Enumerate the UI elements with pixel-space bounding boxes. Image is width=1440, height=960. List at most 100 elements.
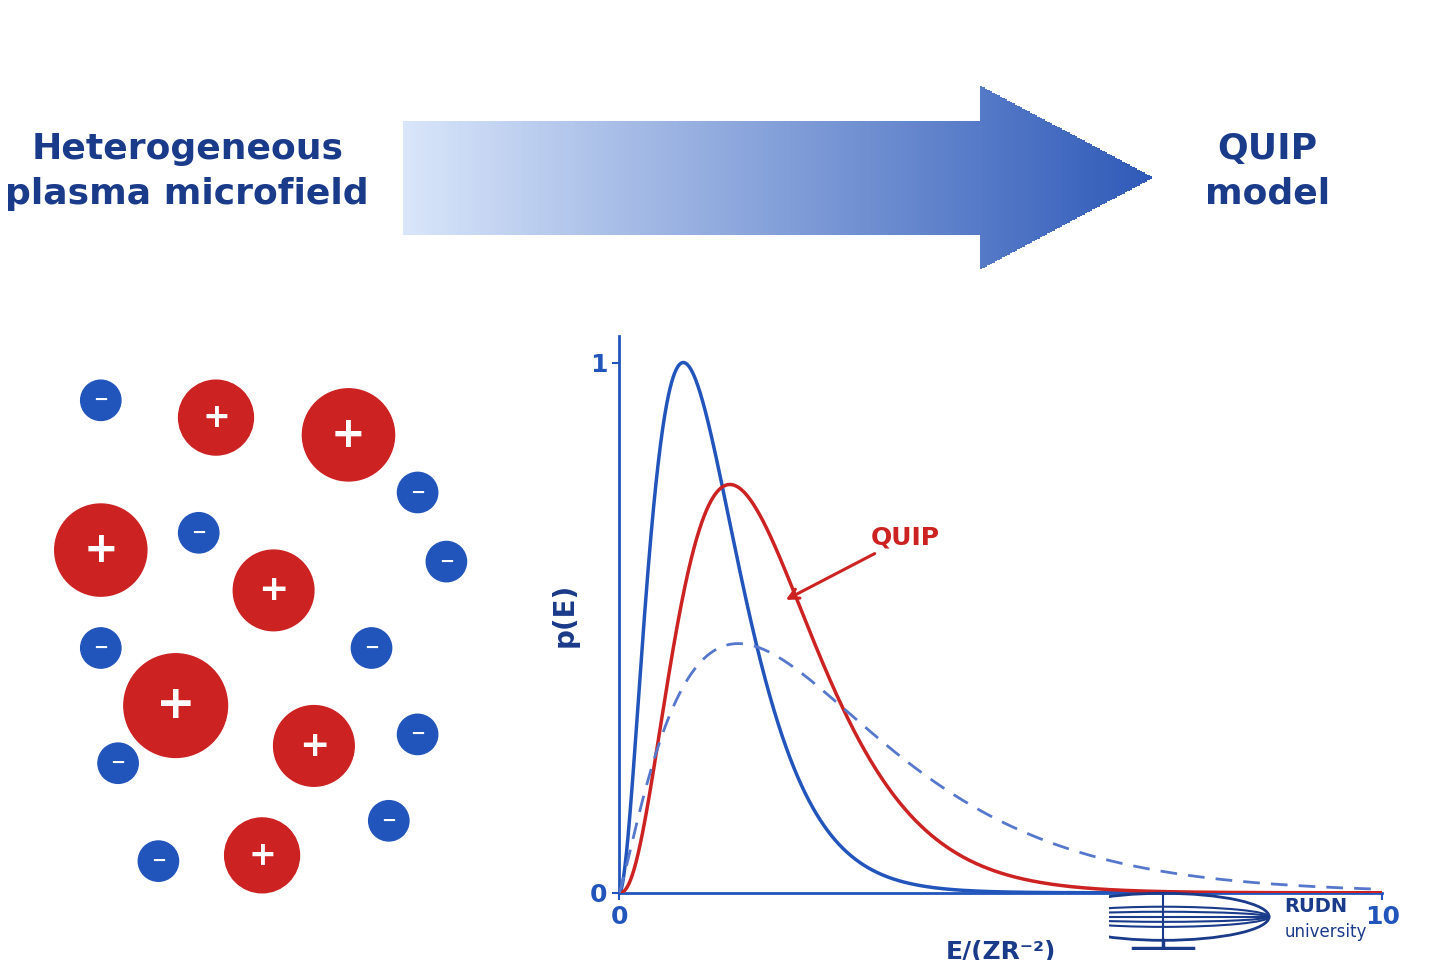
Polygon shape <box>418 121 420 234</box>
Polygon shape <box>733 121 736 234</box>
Polygon shape <box>621 121 624 234</box>
Polygon shape <box>1094 147 1097 208</box>
Polygon shape <box>670 121 672 234</box>
Polygon shape <box>832 121 835 234</box>
Polygon shape <box>1087 143 1090 212</box>
Polygon shape <box>1025 110 1027 245</box>
Polygon shape <box>698 121 700 234</box>
Polygon shape <box>910 121 913 234</box>
Polygon shape <box>675 121 678 234</box>
Polygon shape <box>982 87 985 268</box>
Polygon shape <box>638 121 641 234</box>
Circle shape <box>351 628 392 668</box>
Polygon shape <box>631 121 632 234</box>
Polygon shape <box>540 121 543 234</box>
Polygon shape <box>495 121 498 234</box>
Polygon shape <box>1139 171 1142 184</box>
Polygon shape <box>448 121 451 234</box>
Text: −: − <box>111 755 125 772</box>
Polygon shape <box>586 121 588 234</box>
Polygon shape <box>600 121 603 234</box>
Polygon shape <box>975 121 978 234</box>
Text: −: − <box>410 484 425 501</box>
Polygon shape <box>1107 154 1110 202</box>
Polygon shape <box>1102 151 1104 204</box>
Polygon shape <box>1084 142 1087 213</box>
Polygon shape <box>744 121 747 234</box>
Polygon shape <box>927 121 930 234</box>
Polygon shape <box>546 121 549 234</box>
Polygon shape <box>935 121 937 234</box>
Polygon shape <box>672 121 675 234</box>
Polygon shape <box>716 121 717 234</box>
Polygon shape <box>760 121 763 234</box>
Polygon shape <box>665 121 668 234</box>
Polygon shape <box>658 121 661 234</box>
Polygon shape <box>788 121 791 234</box>
Polygon shape <box>876 121 877 234</box>
Polygon shape <box>563 121 566 234</box>
Polygon shape <box>1040 118 1043 237</box>
Polygon shape <box>992 93 995 262</box>
Polygon shape <box>812 121 815 234</box>
Polygon shape <box>845 121 848 234</box>
Polygon shape <box>757 121 760 234</box>
Polygon shape <box>798 121 801 234</box>
Polygon shape <box>520 121 523 234</box>
Circle shape <box>274 706 354 786</box>
Polygon shape <box>1007 101 1009 254</box>
Polygon shape <box>696 121 698 234</box>
Polygon shape <box>855 121 857 234</box>
Circle shape <box>179 380 253 455</box>
Polygon shape <box>501 121 503 234</box>
Polygon shape <box>618 121 621 234</box>
Polygon shape <box>1080 139 1081 216</box>
Polygon shape <box>680 121 683 234</box>
Polygon shape <box>805 121 808 234</box>
Polygon shape <box>706 121 707 234</box>
Polygon shape <box>707 121 710 234</box>
Polygon shape <box>553 121 556 234</box>
Polygon shape <box>1077 138 1080 217</box>
Polygon shape <box>461 121 464 234</box>
Polygon shape <box>700 121 703 234</box>
Polygon shape <box>887 121 890 234</box>
Polygon shape <box>543 121 546 234</box>
Polygon shape <box>426 121 428 234</box>
Polygon shape <box>455 121 458 234</box>
Polygon shape <box>768 121 770 234</box>
Polygon shape <box>481 121 482 234</box>
Polygon shape <box>782 121 785 234</box>
Polygon shape <box>556 121 557 234</box>
Polygon shape <box>969 121 972 234</box>
Polygon shape <box>815 121 818 234</box>
Polygon shape <box>958 121 960 234</box>
Polygon shape <box>920 121 923 234</box>
Text: QUIP
model: QUIP model <box>1205 132 1329 210</box>
Polygon shape <box>842 121 845 234</box>
Polygon shape <box>539 121 540 234</box>
Circle shape <box>397 472 438 513</box>
Polygon shape <box>444 121 445 234</box>
Text: −: − <box>382 812 396 829</box>
Polygon shape <box>588 121 590 234</box>
Polygon shape <box>942 121 945 234</box>
Polygon shape <box>770 121 773 234</box>
Polygon shape <box>598 121 600 234</box>
Polygon shape <box>838 121 840 234</box>
Circle shape <box>98 743 138 783</box>
Polygon shape <box>628 121 631 234</box>
Polygon shape <box>852 121 855 234</box>
Polygon shape <box>829 121 832 234</box>
Text: −: − <box>94 639 108 657</box>
Polygon shape <box>416 121 418 234</box>
Polygon shape <box>950 121 952 234</box>
Polygon shape <box>924 121 927 234</box>
Polygon shape <box>458 121 461 234</box>
Polygon shape <box>765 121 768 234</box>
Polygon shape <box>825 121 828 234</box>
Polygon shape <box>948 121 950 234</box>
Polygon shape <box>897 121 900 234</box>
Polygon shape <box>428 121 431 234</box>
Polygon shape <box>1060 129 1063 227</box>
